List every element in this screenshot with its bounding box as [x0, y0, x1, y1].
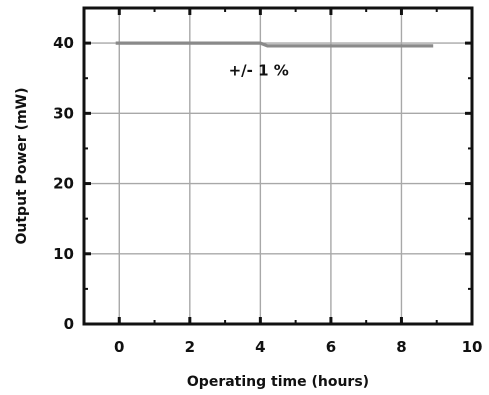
- plot-frame: [82, 6, 474, 326]
- x-axis-title: Operating time (hours): [187, 374, 369, 390]
- series-line: [115, 41, 434, 48]
- x-tick-label: 10: [462, 338, 483, 356]
- series-layer: [115, 41, 434, 48]
- x-tick-label: 0: [114, 338, 124, 356]
- x-tick-label: 4: [255, 338, 265, 356]
- x-tick-label: 8: [396, 338, 406, 356]
- y-tick-labels: 0 10 20 30 40: [53, 34, 74, 333]
- y-tick-label: 0: [64, 315, 74, 333]
- y-tick-label: 10: [53, 245, 74, 263]
- y-tick-label: 30: [53, 104, 74, 122]
- x-tick-labels: 0 2 4 6 8 10: [114, 338, 482, 356]
- tolerance-annotation: +/- 1 %: [229, 61, 289, 79]
- tick-marks: [83, 8, 474, 326]
- y-tick-label: 40: [53, 34, 74, 52]
- x-tick-label: 2: [185, 338, 195, 356]
- y-tick-label: 20: [53, 175, 74, 193]
- grid: [84, 8, 472, 324]
- x-tick-label: 6: [326, 338, 336, 356]
- y-axis-title: Output Power (mW): [14, 87, 30, 244]
